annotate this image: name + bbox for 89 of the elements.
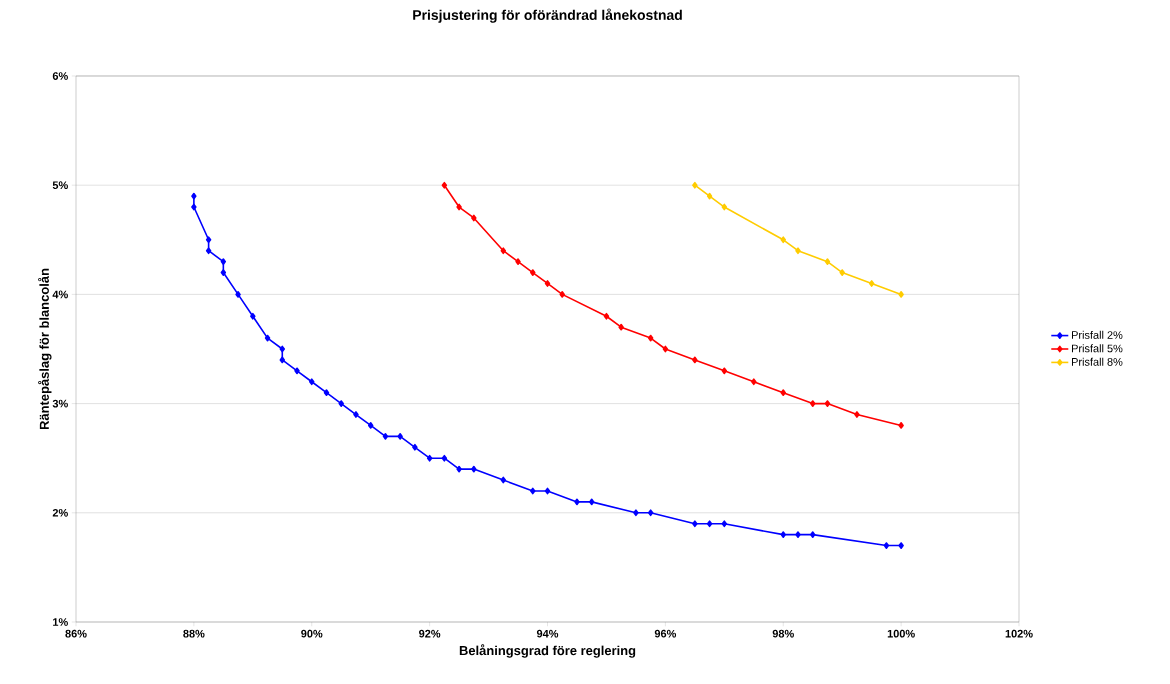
point [559, 291, 565, 298]
point [544, 487, 551, 495]
x-tick-label: 94% [536, 629, 559, 638]
legend-label: Prisfall 5% [1071, 344, 1123, 353]
point [898, 291, 904, 298]
point [323, 389, 330, 397]
point [412, 443, 418, 451]
point [854, 411, 860, 418]
point [500, 247, 507, 255]
point [809, 531, 816, 539]
point [780, 389, 786, 397]
y-tick-label: 6% [52, 72, 68, 80]
point [205, 236, 212, 244]
point [706, 192, 713, 200]
point [338, 400, 344, 407]
point [264, 334, 271, 342]
x-tick-label: 90% [301, 629, 323, 638]
point [441, 454, 448, 462]
point [191, 203, 197, 211]
point [191, 192, 197, 200]
point [530, 487, 536, 495]
point [795, 531, 801, 539]
point [603, 312, 610, 320]
point [367, 422, 374, 429]
point [721, 367, 728, 375]
point [353, 411, 359, 418]
point [647, 334, 654, 342]
x-tick-label: 86% [65, 629, 87, 638]
point [780, 236, 786, 244]
point [471, 214, 477, 222]
point [706, 520, 713, 528]
point [692, 181, 698, 189]
point [382, 432, 389, 440]
point [220, 258, 227, 266]
x-tick-label: 98% [772, 629, 794, 638]
x-tick-label: 96% [654, 629, 677, 638]
chart-title: Prisjustering för oförändrad lånekostnad [413, 8, 682, 23]
point [588, 498, 595, 506]
point [294, 367, 300, 375]
x-tick-label: 92% [419, 629, 441, 638]
point [500, 476, 507, 484]
point [780, 531, 786, 539]
legend-label: Prisfall 2% [1071, 330, 1123, 339]
y-axis-title: Räntepåslag för blancolån [38, 268, 52, 430]
point [898, 422, 904, 429]
x-axis-title: Belåningsgrad före reglering [459, 644, 636, 658]
point [205, 247, 212, 255]
x-tick-label: 88% [183, 629, 205, 638]
x-tick-label: 102% [1005, 629, 1033, 638]
point [456, 465, 462, 473]
point [220, 269, 227, 276]
legend-label: Prisfall 8% [1071, 357, 1123, 366]
point [662, 345, 669, 353]
point [721, 203, 728, 211]
y-tick-label: 5% [52, 181, 68, 190]
point [515, 258, 521, 266]
point [692, 520, 698, 528]
y-tick-label: 1% [53, 618, 68, 626]
point [544, 280, 551, 287]
point [456, 203, 462, 211]
point [692, 356, 698, 364]
point [397, 432, 403, 440]
point [250, 312, 256, 320]
point [426, 454, 433, 462]
point [279, 345, 286, 353]
point [839, 269, 845, 276]
point [824, 400, 831, 407]
point [883, 542, 890, 549]
point [795, 247, 801, 255]
point [279, 356, 286, 364]
x-tick-label: 100% [887, 629, 915, 638]
point [530, 269, 536, 276]
point [618, 323, 624, 331]
y-tick-label: 2% [52, 508, 68, 517]
point [471, 465, 477, 473]
point [721, 520, 728, 528]
point [309, 378, 315, 386]
y-tick-label: 3% [52, 399, 68, 408]
point [809, 400, 816, 407]
point [824, 258, 831, 266]
point [574, 498, 580, 506]
point [441, 181, 448, 189]
point [868, 280, 875, 287]
point [633, 509, 639, 517]
point [751, 378, 757, 386]
point [898, 542, 904, 549]
point [235, 291, 241, 298]
point [647, 509, 654, 517]
y-tick-label: 4% [52, 290, 68, 299]
